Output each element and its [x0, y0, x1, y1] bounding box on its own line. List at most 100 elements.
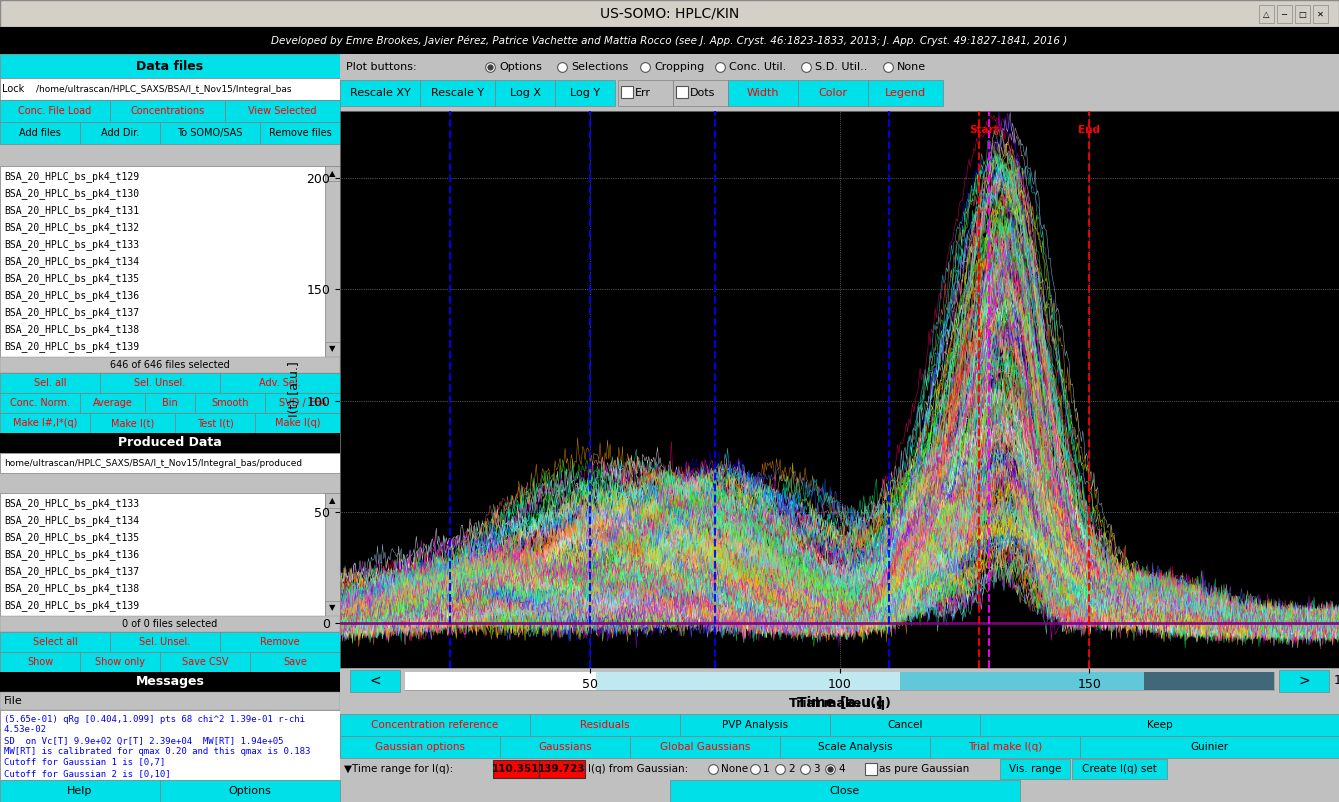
Bar — [530, 714, 680, 736]
Text: Options: Options — [499, 62, 542, 72]
Text: Log Y: Log Y — [570, 88, 600, 98]
Text: BSA_20_HPLC_bs_pk4_t137: BSA_20_HPLC_bs_pk4_t137 — [4, 307, 139, 318]
Text: BSA_20_HPLC_bs_pk4_t135: BSA_20_HPLC_bs_pk4_t135 — [4, 273, 139, 285]
Bar — [250, 652, 340, 672]
Bar — [1144, 672, 1273, 690]
Text: BSA_20_HPLC_bs_pk4_t134: BSA_20_HPLC_bs_pk4_t134 — [4, 516, 139, 526]
Text: Rescale XY: Rescale XY — [349, 88, 410, 98]
Text: Gaussian options: Gaussian options — [375, 742, 465, 752]
Text: Gaussians: Gaussians — [538, 742, 592, 752]
Text: BSA_20_HPLC_bs_pk4_t136: BSA_20_HPLC_bs_pk4_t136 — [4, 549, 139, 561]
Bar — [0, 54, 340, 78]
Bar — [325, 166, 340, 357]
Text: None: None — [720, 764, 749, 774]
Bar — [674, 80, 728, 106]
Text: Save: Save — [283, 657, 307, 667]
Text: Make I#,I*(q): Make I#,I*(q) — [13, 418, 78, 428]
Text: Data files: Data files — [137, 59, 204, 72]
Text: Adv. Sel.: Adv. Sel. — [260, 378, 301, 388]
Text: BSA_20_HPLC_bs_pk4_t135: BSA_20_HPLC_bs_pk4_t135 — [4, 533, 139, 544]
Bar — [495, 80, 554, 106]
Text: BSA_20_HPLC_bs_pk4_t139: BSA_20_HPLC_bs_pk4_t139 — [4, 342, 139, 352]
Text: □: □ — [1297, 10, 1306, 18]
Text: (5.65e-01) qRg [0.404,1.099] pts 68 chi^2 1.39e-01 r-chi: (5.65e-01) qRg [0.404,1.099] pts 68 chi^… — [4, 715, 305, 723]
Text: Produced Data: Produced Data — [118, 436, 222, 449]
Bar — [325, 493, 340, 508]
Text: Smooth: Smooth — [212, 398, 249, 408]
Text: BSA_20_HPLC_bs_pk4_t132: BSA_20_HPLC_bs_pk4_t132 — [4, 222, 139, 233]
Bar — [175, 413, 254, 433]
Text: ▲: ▲ — [329, 169, 335, 179]
Bar — [0, 413, 90, 433]
Bar — [1279, 670, 1330, 692]
Bar — [325, 342, 340, 357]
Bar — [404, 672, 1273, 690]
Bar — [631, 736, 781, 758]
Text: BSA_20_HPLC_bs_pk4_t131: BSA_20_HPLC_bs_pk4_t131 — [4, 205, 139, 217]
Text: Save CSV: Save CSV — [182, 657, 228, 667]
Text: View Selected: View Selected — [248, 106, 317, 116]
Text: Dots: Dots — [690, 88, 715, 98]
Text: Trial make I(q): Trial make I(q) — [789, 698, 890, 711]
Bar — [80, 122, 159, 144]
Text: Remove: Remove — [260, 637, 300, 647]
Text: Keep: Keep — [1146, 720, 1173, 730]
Text: Add Dir.: Add Dir. — [100, 128, 139, 138]
Text: Sel. all: Sel. all — [33, 378, 66, 388]
Text: BSA_20_HPLC_bs_pk4_t129: BSA_20_HPLC_bs_pk4_t129 — [4, 172, 139, 182]
Text: ▼: ▼ — [329, 345, 335, 354]
Text: Selections: Selections — [570, 62, 628, 72]
Text: Concentration reference: Concentration reference — [371, 720, 498, 730]
Bar — [340, 80, 420, 106]
Text: Global Gaussians: Global Gaussians — [660, 742, 750, 752]
Bar — [0, 357, 340, 373]
Bar — [225, 100, 340, 122]
Bar — [265, 393, 340, 413]
Bar — [0, 710, 340, 780]
Bar — [340, 736, 499, 758]
Bar — [110, 100, 225, 122]
Bar — [728, 80, 798, 106]
Text: 110.351: 110.351 — [493, 764, 540, 774]
Text: File: File — [4, 696, 23, 706]
Text: Messages: Messages — [135, 675, 205, 688]
Bar — [80, 393, 145, 413]
Text: BSA_20_HPLC_bs_pk4_t133: BSA_20_HPLC_bs_pk4_t133 — [4, 240, 139, 250]
Bar — [493, 760, 540, 778]
Bar — [90, 413, 175, 433]
Text: Conc. File Load: Conc. File Load — [19, 106, 91, 116]
Bar — [0, 652, 80, 672]
Text: Start: Start — [969, 125, 999, 136]
Text: Conc. Norm.: Conc. Norm. — [9, 398, 70, 408]
Bar — [0, 433, 340, 453]
Bar — [554, 80, 615, 106]
Bar — [340, 694, 1339, 714]
Bar — [254, 413, 340, 433]
Y-axis label: I(t) [a.u.]: I(t) [a.u.] — [288, 362, 301, 417]
Text: None: None — [897, 62, 927, 72]
Bar — [0, 780, 159, 802]
Text: Help: Help — [67, 786, 92, 796]
Bar — [325, 166, 340, 181]
Bar — [781, 736, 931, 758]
Bar — [159, 122, 260, 144]
Text: BSA_20_HPLC_bs_pk4_t133: BSA_20_HPLC_bs_pk4_t133 — [4, 499, 139, 509]
Text: US-SOMO: HPLC/KIN: US-SOMO: HPLC/KIN — [600, 6, 739, 21]
Bar — [0, 78, 340, 100]
Text: 646 of 646 files selected: 646 of 646 files selected — [110, 360, 230, 370]
Bar — [159, 780, 340, 802]
Text: 2: 2 — [787, 764, 794, 774]
Text: Cutoff for Gaussian 1 is [0,7]: Cutoff for Gaussian 1 is [0,7] — [4, 759, 165, 768]
Text: <: < — [370, 674, 380, 688]
Bar — [1295, 5, 1310, 23]
Text: Plot buttons:: Plot buttons: — [345, 62, 416, 72]
Bar — [1081, 736, 1339, 758]
Bar — [260, 122, 340, 144]
X-axis label: Time [a.u.]: Time [a.u.] — [797, 696, 882, 711]
Bar — [220, 632, 340, 652]
Bar — [340, 668, 1339, 694]
Text: BSA_20_HPLC_bs_pk4_t136: BSA_20_HPLC_bs_pk4_t136 — [4, 290, 139, 302]
Bar — [420, 80, 495, 106]
Text: Bin: Bin — [162, 398, 178, 408]
Bar — [1259, 5, 1273, 23]
